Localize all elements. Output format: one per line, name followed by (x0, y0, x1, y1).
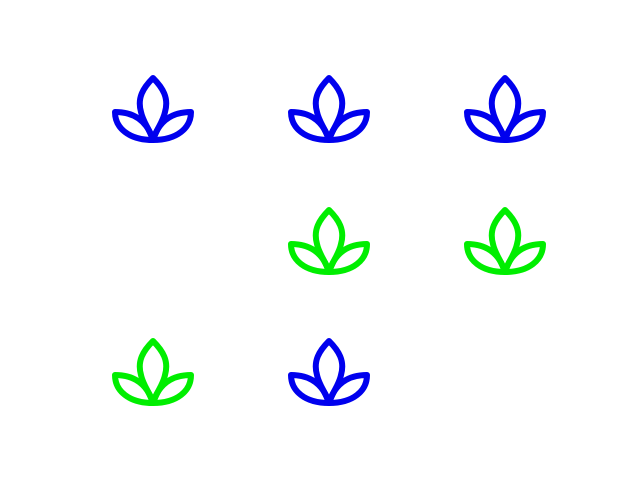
lotus-icon (112, 338, 194, 406)
grid-cell[interactable] (288, 70, 370, 150)
grid-cell[interactable] (288, 202, 370, 282)
lotus-icon (464, 207, 546, 275)
lotus-icon (288, 207, 370, 275)
grid-cell[interactable] (112, 333, 194, 413)
grid-cell[interactable] (465, 333, 545, 413)
lotus-icon (288, 75, 370, 143)
lotus-icon (112, 75, 194, 143)
grid-cell[interactable] (112, 70, 194, 150)
grid-cell[interactable] (288, 333, 370, 413)
grid-cell[interactable] (113, 202, 193, 282)
grid-cell[interactable] (464, 70, 546, 150)
lotus-icon (464, 75, 546, 143)
lotus-icon (288, 338, 370, 406)
grid-cell[interactable] (464, 202, 546, 282)
